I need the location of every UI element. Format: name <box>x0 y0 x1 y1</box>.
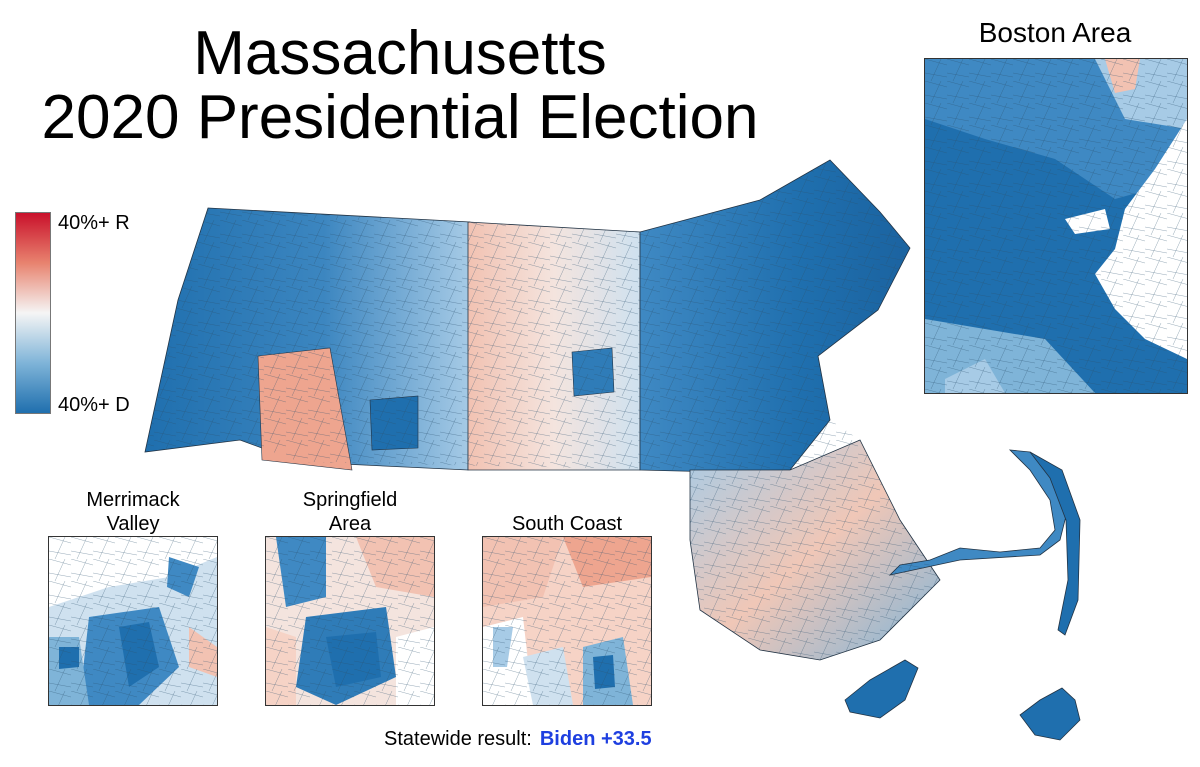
cape-cod <box>888 449 1071 576</box>
result-label: Statewide result: <box>384 728 532 750</box>
marthas-vineyard <box>844 659 919 719</box>
inset-title-merrimack: Merrimack Valley <box>48 488 218 536</box>
statewide-result: Statewide result: Biden +33.5 <box>384 728 652 751</box>
title-line-1: Massachusetts <box>193 19 607 88</box>
result-value: Biden +33.5 <box>539 728 652 750</box>
cape-cod-outer <box>1029 451 1081 636</box>
inset-title-south-coast: South Coast <box>511 513 623 535</box>
legend-top-label: 40%+ R <box>58 212 130 234</box>
nantucket <box>1019 687 1081 741</box>
inset-springfield-area <box>265 536 435 706</box>
springfield-line-2: Area <box>328 513 372 535</box>
merrimack-line-2: Valley <box>106 513 160 535</box>
inset-merrimack-valley <box>48 536 218 706</box>
merrimack-line-1: Merrimack <box>86 489 180 511</box>
title-line-2: 2020 Presidential Election <box>41 83 759 152</box>
inset-title-boston: Boston Area <box>978 17 1132 48</box>
legend-bottom-label: 40%+ D <box>58 394 130 416</box>
color-legend-bar <box>15 212 51 414</box>
springfield-line-1: Springfield <box>302 489 398 511</box>
inset-title-springfield: Springfield Area <box>265 488 435 536</box>
map-title: Massachusetts 2020 Presidential Election <box>30 22 770 150</box>
inset-boston <box>924 58 1188 394</box>
inset-south-coast <box>482 536 652 706</box>
